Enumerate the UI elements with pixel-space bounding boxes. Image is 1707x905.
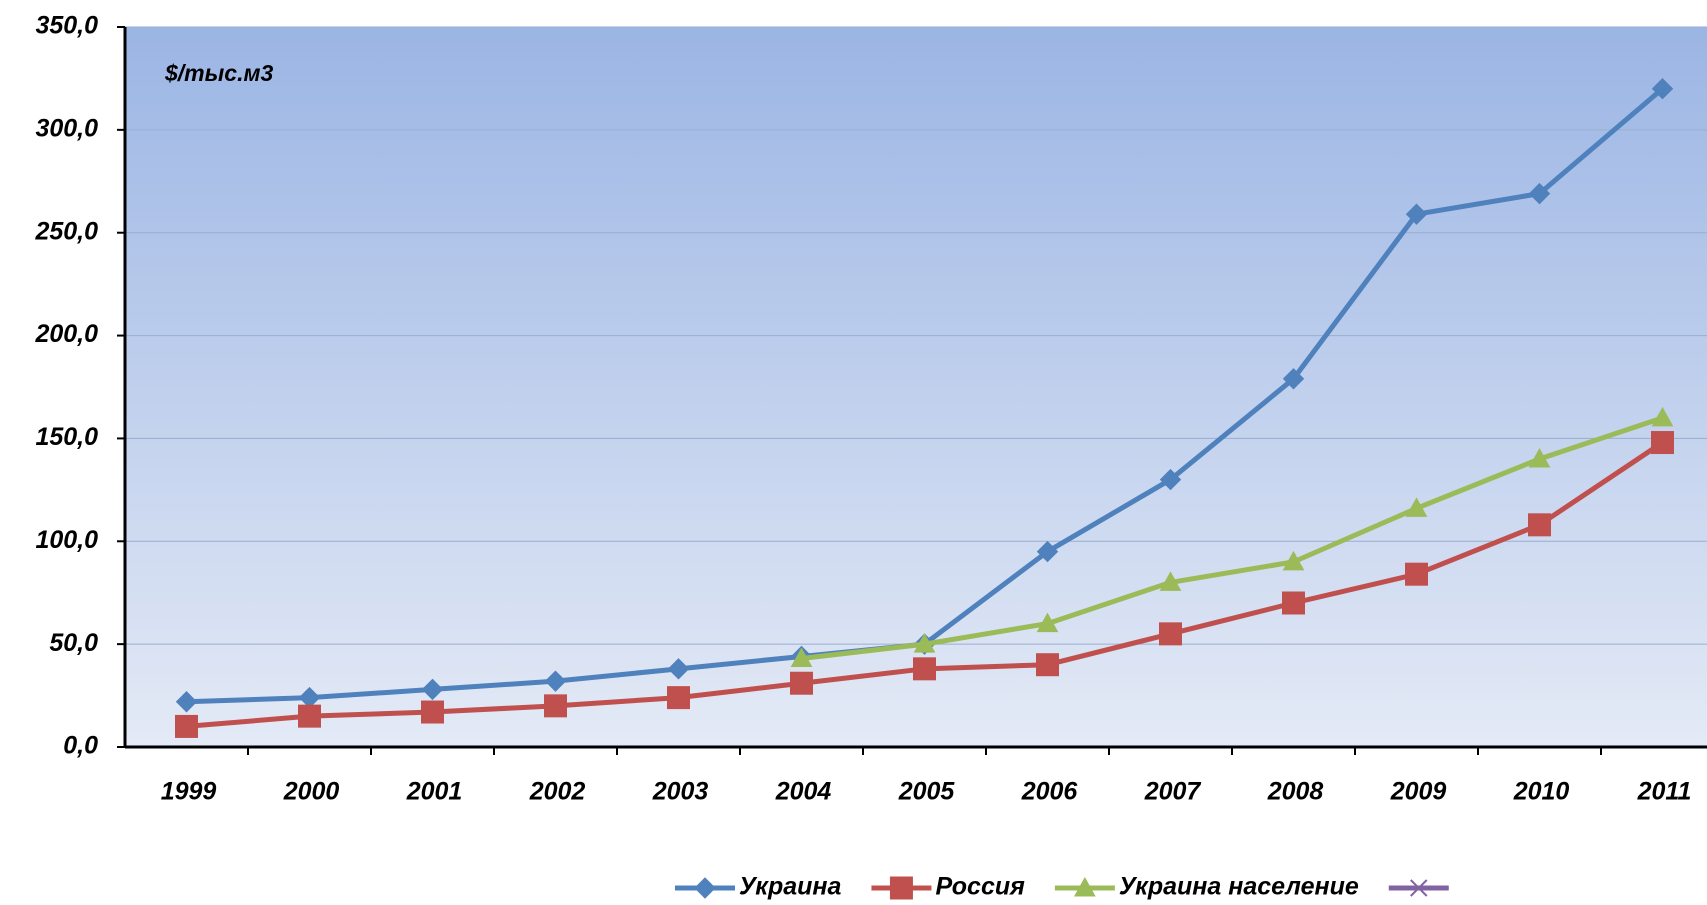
x-tick-label: 2007 xyxy=(1144,778,1202,806)
data-point xyxy=(1036,540,1059,563)
legend-marker xyxy=(889,876,913,900)
data-point xyxy=(1651,78,1674,100)
data-point xyxy=(790,671,813,695)
data-point xyxy=(667,658,690,680)
data-point xyxy=(175,691,198,713)
x-tick-label: 1999 xyxy=(161,778,217,806)
y-tick-label: 300,0 xyxy=(35,114,98,142)
data-point xyxy=(1405,562,1428,586)
data-point xyxy=(913,657,936,681)
x-tick-label: 2004 xyxy=(775,778,832,806)
y-tick-label: 250,0 xyxy=(34,217,98,245)
data-point xyxy=(1651,431,1674,455)
data-point xyxy=(1528,182,1551,205)
data-point xyxy=(1528,513,1551,537)
data-point xyxy=(544,670,567,692)
data-point xyxy=(1528,447,1551,468)
data-point xyxy=(913,633,936,653)
legend-label: Россия xyxy=(935,873,1025,901)
y-tick-label: 0,0 xyxy=(63,732,98,760)
x-tick-label: 2005 xyxy=(898,778,956,806)
data-point xyxy=(790,647,813,668)
x-tick-label: 2008 xyxy=(1267,778,1324,806)
data-point xyxy=(1159,468,1182,491)
data-point xyxy=(1282,368,1305,390)
annotation: $/тыс.м3 xyxy=(164,60,273,86)
data-point xyxy=(421,700,444,724)
data-point xyxy=(667,686,690,710)
data-point xyxy=(1159,571,1182,591)
x-tick-label: 2001 xyxy=(406,778,463,806)
y-tick-label: 350,0 xyxy=(35,12,98,40)
y-tick-label: 150,0 xyxy=(35,423,98,451)
data-point xyxy=(1282,591,1305,615)
data-point xyxy=(1405,203,1428,225)
x-tick-label: 2011 xyxy=(1637,778,1692,806)
y-tick-label: 100,0 xyxy=(35,526,98,554)
x-tick-label: 2009 xyxy=(1390,778,1447,806)
legend-marker xyxy=(1410,879,1428,897)
x-tick-label: 2002 xyxy=(529,778,586,806)
data-point xyxy=(1282,550,1305,571)
data-point xyxy=(1159,622,1182,646)
data-point xyxy=(298,704,321,728)
data-point xyxy=(421,678,444,701)
legend-label: Украина xyxy=(739,873,842,901)
x-tick-label: 2003 xyxy=(652,778,709,806)
legend-label: Украина население xyxy=(1119,873,1359,901)
data-point xyxy=(1036,612,1059,633)
data-point xyxy=(175,714,198,738)
data-point xyxy=(544,694,567,718)
x-tick-label: 2006 xyxy=(1021,778,1079,806)
y-tick-label: 200,0 xyxy=(34,320,98,348)
x-tick-label: 2000 xyxy=(283,778,340,806)
legend-marker xyxy=(1074,876,1096,897)
plot-area xyxy=(125,27,1707,747)
data-point xyxy=(1651,406,1674,427)
legend-marker xyxy=(694,877,716,899)
data-point xyxy=(1405,497,1428,517)
y-tick-label: 50,0 xyxy=(49,629,98,657)
data-point xyxy=(1036,653,1059,677)
x-tick-label: 2010 xyxy=(1513,778,1570,806)
series-line xyxy=(801,415,1664,662)
